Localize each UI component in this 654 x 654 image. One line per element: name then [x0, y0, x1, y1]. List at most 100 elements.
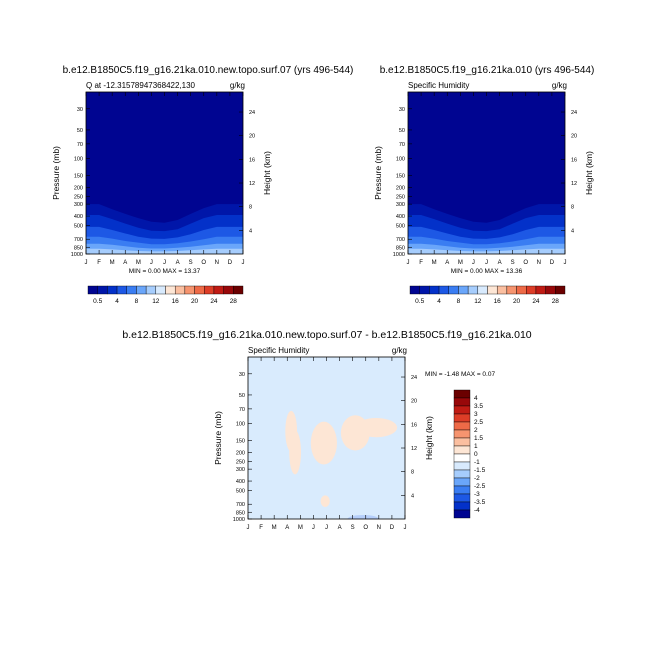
- colorbar-box: [165, 285, 176, 295]
- x-tick-label: J: [564, 260, 567, 266]
- x-tick-label: M: [458, 260, 463, 266]
- colorbar-label: 3: [474, 411, 478, 418]
- contour-panel-3: J F M A M J J A S O N D J305070100150200250300400500…: [213, 346, 495, 531]
- colorbar-box: [97, 285, 108, 295]
- y-axis-label-right: Height (km): [262, 151, 272, 195]
- colorbar-box: [453, 469, 471, 479]
- y-tick-label: 250: [236, 460, 245, 466]
- colorbar-box: [136, 285, 147, 295]
- x-tick-label: F: [259, 525, 263, 531]
- colorbar-box: [126, 285, 137, 295]
- y-right-tick-label: 20: [249, 134, 255, 140]
- y-tick-label: 300: [74, 202, 83, 208]
- y-right-tick-label: 8: [411, 470, 414, 476]
- colorbar-label: -4: [474, 507, 480, 514]
- y-tick-label: 100: [396, 157, 405, 163]
- y-tick-label: 30: [239, 372, 245, 378]
- negative-region-1: [347, 515, 379, 519]
- colorbar-box: [453, 429, 471, 439]
- y-tick-label: 300: [396, 202, 405, 208]
- x-tick-label: A: [123, 260, 127, 266]
- colorbar-box: [145, 285, 157, 295]
- colorbar-box: [448, 285, 459, 295]
- colorbar-label: 12: [152, 298, 160, 305]
- x-tick-label: N: [537, 260, 541, 266]
- y-tick-label: 400: [74, 214, 83, 220]
- y-axis-label: Pressure (mb): [51, 146, 61, 200]
- y-tick-label: 50: [77, 128, 83, 134]
- colorbar-label: 28: [552, 298, 560, 305]
- colorbar-label: -3: [474, 491, 480, 498]
- x-tick-label: S: [351, 525, 355, 531]
- colorbar-label: 12: [474, 298, 482, 305]
- y-right-tick-label: 16: [411, 422, 417, 428]
- x-tick-label: J: [325, 525, 328, 531]
- colorbar-box: [453, 389, 471, 399]
- colorbar-label: 24: [532, 298, 540, 305]
- y-axis-label-right: Height (km): [424, 416, 434, 460]
- colorbar-box: [213, 285, 224, 295]
- y-tick-label: 100: [236, 422, 245, 428]
- colorbar-label: 20: [191, 298, 199, 305]
- x-tick-label: N: [215, 260, 219, 266]
- y-tick-label: 1000: [393, 252, 405, 258]
- colorbar-box: [233, 285, 244, 295]
- anomaly-region-3: [310, 421, 337, 465]
- x-tick-label: M: [136, 260, 141, 266]
- colorbar-box: [453, 485, 471, 495]
- left-string: Q at -12.31578947368422,130: [86, 81, 196, 90]
- colorbar-label: 4: [115, 298, 119, 305]
- y-tick-label: 50: [399, 128, 405, 134]
- x-tick-label: J: [247, 525, 250, 531]
- y-right-tick-label: 16: [571, 157, 577, 163]
- y-right-tick-label: 8: [249, 205, 252, 211]
- y-right-tick-label: 24: [249, 110, 255, 116]
- colorbar-box: [419, 285, 430, 295]
- colorbar-label: 16: [494, 298, 502, 305]
- y-tick-label: 1000: [71, 252, 83, 258]
- y-right-tick-label: 24: [571, 110, 577, 116]
- colorbar-box: [535, 285, 546, 295]
- y-right-tick-label: 12: [571, 181, 577, 187]
- x-tick-label: M: [272, 525, 277, 531]
- colorbar-label: 2: [474, 427, 478, 434]
- y-tick-label: 250: [396, 195, 405, 201]
- x-tick-label: J: [163, 260, 166, 266]
- colorbar-box: [453, 413, 471, 423]
- x-tick-label: J: [404, 525, 407, 531]
- colorbar-box: [87, 285, 98, 295]
- plot-area: [408, 92, 565, 254]
- colorbar-box: [223, 285, 234, 295]
- colorbar-box: [174, 285, 186, 295]
- y-right-tick-label: 16: [249, 157, 255, 163]
- y-right-tick-label: 4: [571, 228, 574, 234]
- colorbar-label: 20: [513, 298, 521, 305]
- anomaly-region-2: [289, 430, 301, 475]
- y-tick-label: 200: [396, 185, 405, 191]
- units-label: g/kg: [230, 81, 245, 90]
- colorbar-box: [487, 285, 498, 295]
- colorbar-box: [516, 285, 527, 295]
- y-tick-label: 500: [396, 223, 405, 229]
- x-tick-label: J: [485, 260, 488, 266]
- colorbar-box: [453, 453, 471, 463]
- plot-area: [248, 357, 405, 519]
- colorbar-box: [453, 493, 471, 503]
- colorbar-label: 2.5: [474, 419, 483, 426]
- colorbar-label: 0.5: [93, 298, 102, 305]
- panel-title: b.e12.B1850C5.f19_g16.21ka.010.new.topo.…: [63, 65, 354, 76]
- colorbar-label: 1: [474, 443, 478, 450]
- y-tick-label: 850: [396, 245, 405, 251]
- y-tick-label: 200: [74, 185, 83, 191]
- colorbar-box: [453, 477, 471, 487]
- x-tick-label: J: [242, 260, 245, 266]
- x-tick-label: F: [419, 260, 423, 266]
- y-tick-label: 700: [236, 502, 245, 508]
- x-tick-label: D: [228, 260, 233, 266]
- colorbar-label: -3.5: [474, 499, 486, 506]
- colorbar-box: [409, 285, 420, 295]
- colorbar-label: 3.5: [474, 403, 483, 410]
- y-right-tick-label: 4: [411, 493, 414, 499]
- y-tick-label: 150: [396, 173, 405, 179]
